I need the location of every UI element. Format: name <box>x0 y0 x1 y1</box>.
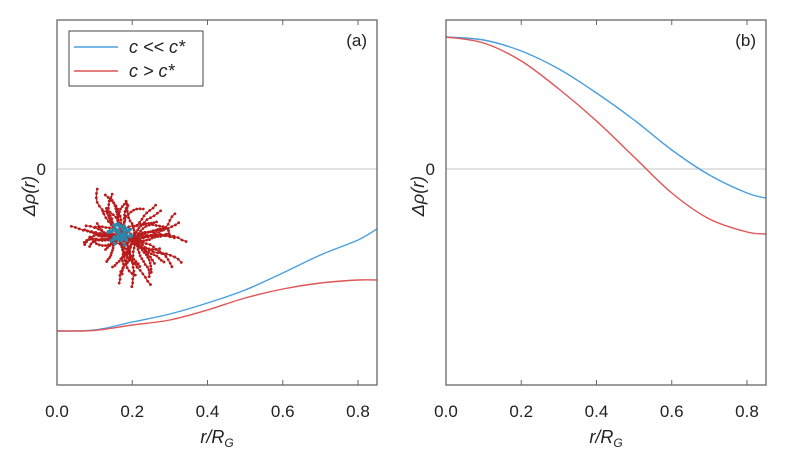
x-tick-label: 0.6 <box>271 402 295 421</box>
y-axis-label: Δρ(r) <box>19 176 39 217</box>
core-monomer <box>116 230 121 235</box>
polymer-arm <box>134 239 182 263</box>
core-monomer <box>109 238 114 243</box>
series-line-dilute <box>445 36 766 199</box>
y-tick-label: 0 <box>426 160 435 179</box>
x-tick-label: 0.4 <box>585 402 609 421</box>
x-tick-label: 0.0 <box>45 402 69 421</box>
y-tick-label: 0 <box>37 160 46 179</box>
monomer <box>120 272 124 276</box>
x-axis-label: r/RG <box>200 427 233 450</box>
polymer-arm <box>84 233 121 245</box>
series-line-concentrated <box>56 279 377 332</box>
panel-label: (a) <box>346 31 367 50</box>
panel-a: 0.0 0.2 0.4 0.6 0.8 0 (a) r/RG Δρ(r) c << c* c > c… <box>19 19 378 450</box>
core-monomer <box>122 227 127 232</box>
legend-label: c << c* <box>129 37 186 57</box>
x-tick-label: 0.0 <box>434 402 458 421</box>
series-line-dilute <box>56 228 378 332</box>
core-monomer <box>112 241 117 246</box>
legend: c << c* c > c* <box>68 30 204 87</box>
polymer-arm <box>118 239 136 284</box>
x-tick-label: 0.4 <box>196 402 220 421</box>
polymer-arm <box>125 201 136 241</box>
monomer <box>84 224 88 228</box>
core-monomer <box>113 227 118 232</box>
core-monomer <box>116 233 121 238</box>
core-monomer <box>112 223 117 228</box>
core-monomer <box>120 232 125 237</box>
star-polymer-illustration <box>69 187 176 277</box>
panel-label: (b) <box>735 31 756 50</box>
x-tick-label: 0.6 <box>660 402 684 421</box>
x-tick-label: 0.8 <box>346 402 370 421</box>
x-tick-label: 0.2 <box>120 402 144 421</box>
x-axis-label: r/RG <box>589 427 622 450</box>
series-line-concentrated <box>445 36 766 235</box>
monomer <box>141 207 145 211</box>
legend-label: c > c* <box>129 61 176 81</box>
y-axis-label: Δρ(r) <box>408 176 428 217</box>
panel-b: 0.0 0.2 0.4 0.6 0.8 0 (b) r/RG Δρ(r) <box>69 19 767 450</box>
subscript: G <box>613 436 622 450</box>
polymer-arm <box>131 239 136 287</box>
core-monomer <box>122 224 127 229</box>
x-tick-label: 0.8 <box>735 402 759 421</box>
plot-frame <box>56 19 378 386</box>
x-tick-label: 0.2 <box>509 402 533 421</box>
legend-box <box>68 30 204 87</box>
core-monomer <box>122 242 127 247</box>
core-monomer <box>127 227 132 232</box>
core-monomer <box>117 223 122 228</box>
polymer-arm <box>134 224 170 241</box>
core-monomer <box>108 229 113 234</box>
subscript: G <box>224 436 233 450</box>
plot-frame <box>445 19 767 386</box>
core-monomer <box>129 233 134 238</box>
polymer-arm <box>134 222 180 241</box>
